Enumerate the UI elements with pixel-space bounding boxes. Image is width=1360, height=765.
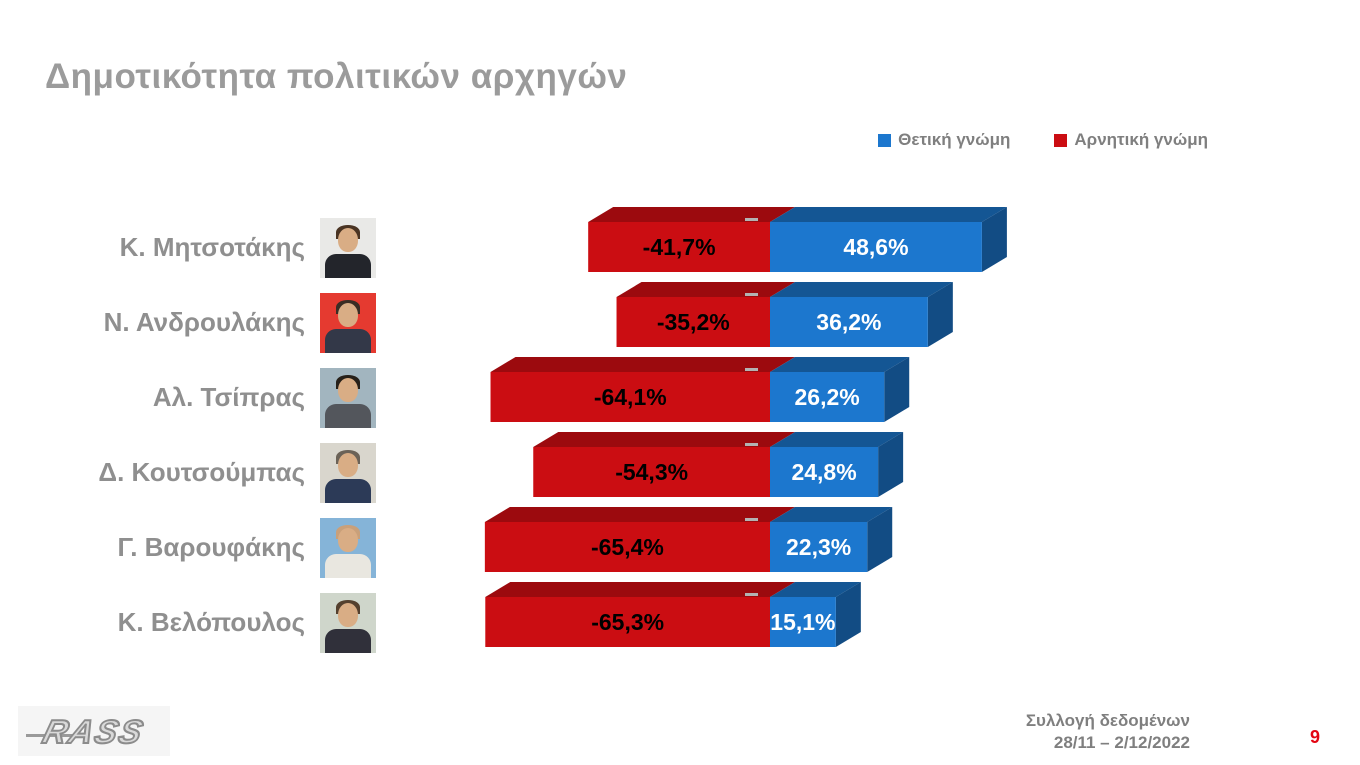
photo-head [338,378,358,402]
data-collection-line1: Συλλογή δεδομένων [1025,711,1190,730]
bar-negative-top-face [485,582,795,597]
bar-positive-top-face [770,582,861,597]
positive-value-label: 36,2% [816,309,881,335]
logo-line [26,734,86,737]
bar-negative [485,597,770,647]
negative-value-label: -65,3% [591,609,664,635]
axis-tick [745,368,758,371]
photo-head [338,228,358,252]
page-title: Δημοτικότητα πολιτικών αρχηγών [45,57,628,97]
bar-positive-side-face [867,507,893,572]
positive-value-label: 22,3% [786,534,851,560]
positive-value-label: 24,8% [791,459,856,485]
bar-positive [770,597,836,647]
category-label: Κ. Βελόπουλος [117,607,305,637]
negative-value-label: -35,2% [657,309,730,335]
negative-value-label: -64,1% [594,384,667,410]
photo-head [338,453,358,477]
bar-negative-top-face [484,507,795,522]
axis-tick [745,293,758,296]
data-collection-line2: 28/11 – 2/12/2022 [1053,733,1190,753]
negative-value-label: -54,3% [615,459,688,485]
bar-positive-side-face [884,357,910,422]
photo-body [325,404,371,428]
negative-value-label: -65,4% [591,534,664,560]
bar-positive-side-face [981,207,1007,272]
bar-negative-top-face [490,357,795,372]
bar-positive [770,222,982,272]
bar-positive-side-face [878,432,904,497]
positive-value-label: 15,1% [770,609,835,635]
bar-negative [484,522,770,572]
bar-positive [770,447,879,497]
photo-body [325,479,371,503]
axis-tick [745,443,758,446]
positive-value-label: 26,2% [795,384,860,410]
axis-tick [745,218,758,221]
negative-legend-swatch-icon [1054,133,1068,147]
bar-positive-top-face [770,357,910,372]
positive-value-label: 48,6% [843,234,908,260]
legend-item-negative: Αρνητική γνώμη [1054,130,1208,150]
category-label: Γ. Βαρουφάκης [117,532,305,562]
bar-negative [616,297,770,347]
data-collection-note: Συλλογή δεδομένων 28/11 – 2/12/2022 [1026,710,1190,755]
category-label: Αλ. Τσίπρας [152,382,305,412]
photo-body [325,554,371,578]
leader-photo [320,443,376,503]
photo-head [338,303,358,327]
chart-legend: Θετική γνώμη Αρνητική γνώμη [878,130,1208,150]
axis-tick [745,593,758,596]
bar-negative [533,447,770,497]
bar-positive [770,297,928,347]
rass-logo: RASS [18,706,170,756]
bar-negative-top-face [616,282,795,297]
negative-value-label: -41,7% [643,234,716,260]
bar-negative [588,222,770,272]
category-label: Δ. Κουτσούμπας [98,457,305,487]
bar-positive-side-face [835,582,861,647]
bar-positive [770,372,885,422]
leader-photo [320,593,376,653]
photo-head [338,603,358,627]
bar-negative-top-face [533,432,795,447]
category-label: Ν. Ανδρουλάκης [103,307,305,337]
legend-item-negative-label: Αρνητική γνώμη [1074,130,1208,149]
bar-negative [490,372,770,422]
photo-body [325,329,371,353]
photo-head [338,528,358,552]
axis-tick [745,518,758,521]
legend-item-positive-label: Θετική γνώμη [898,130,1011,149]
positive-legend-swatch-icon [878,133,892,147]
bar-positive-top-face [770,207,1007,222]
bar-positive-side-face [927,282,953,347]
category-label: Κ. Μητσοτάκης [119,232,305,262]
leader-photo [320,518,376,578]
leader-photo [320,368,376,428]
rass-logo-text: RASS [38,712,150,751]
legend-item-positive: Θετική γνώμη [878,130,1010,150]
leader-photo [320,218,376,278]
bar-positive-top-face [770,282,953,297]
page-number: 9 [1309,727,1320,747]
photo-body [325,629,371,653]
bar-negative-top-face [588,207,795,222]
bar-positive [770,522,868,572]
bar-positive-top-face [770,507,893,522]
bar-positive-top-face [770,432,904,447]
leader-photo [320,293,376,353]
photo-body [325,254,371,278]
